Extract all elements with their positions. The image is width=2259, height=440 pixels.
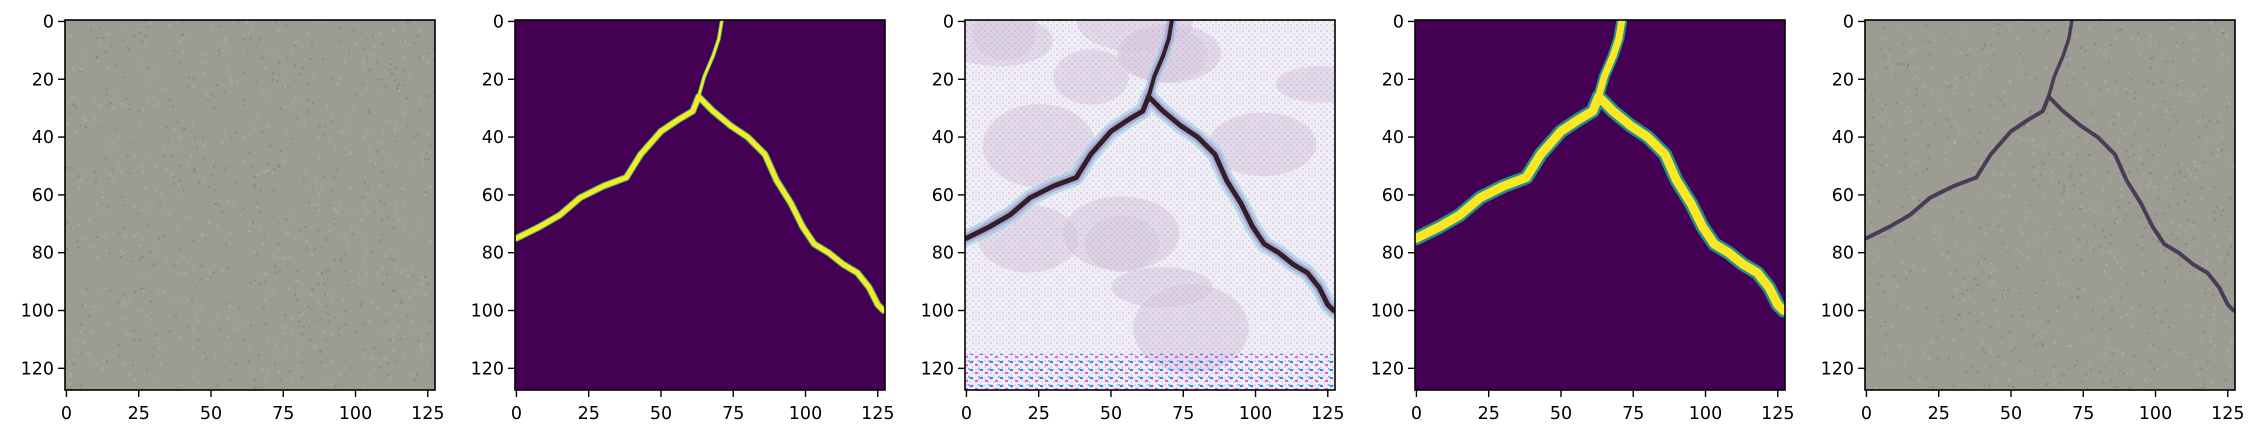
- artifact-band: [965, 354, 1335, 392]
- y-tick-label: 60: [1832, 186, 1854, 206]
- y-tick-label: 0: [43, 12, 54, 32]
- panel-concrete-photo: 0 25 50 75 100 125 0 20 40 60 80 100 120: [21, 12, 445, 424]
- x-tick-label: 125: [2211, 404, 2244, 424]
- y-tick-label: 20: [32, 70, 54, 90]
- x-tick-label: 100: [339, 404, 372, 424]
- panel-feature-map: 0 25 50 75 100 125 0 20 40 60 80 100 120: [921, 0, 1366, 424]
- y-tick-label: 20: [932, 70, 954, 90]
- panel-image: [1415, 20, 1785, 390]
- y-tick-label: 20: [1382, 70, 1404, 90]
- x-tick-label: 25: [128, 404, 150, 424]
- panel-background: [65, 20, 435, 390]
- x-tick-label: 25: [1928, 404, 1950, 424]
- x-tick-label: 75: [722, 404, 744, 424]
- y-tick-label: 120: [1371, 359, 1404, 379]
- y-tick-label: 60: [482, 186, 504, 206]
- y-tick-label: 60: [32, 186, 54, 206]
- y-tick-label: 120: [1821, 359, 1854, 379]
- y-tick-label: 80: [482, 244, 504, 264]
- y-tick-label: 40: [932, 128, 954, 148]
- panel-overlay: 0 25 50 75 100 125 0 20 40 60 80 100 120: [1821, 12, 2245, 424]
- x-tick-label: 50: [1550, 404, 1572, 424]
- x-tick-label: 100: [1689, 404, 1722, 424]
- panel-image: [65, 20, 436, 392]
- x-tick-label: 50: [2000, 404, 2022, 424]
- x-tick-label: 0: [1861, 404, 1872, 424]
- y-tick-label: 120: [471, 359, 504, 379]
- y-tick-label: 100: [921, 302, 954, 322]
- x-tick-label: 0: [1411, 404, 1422, 424]
- panel-predicted-mask: 0 25 50 75 100 125 0 20 40 60 80 100 120: [1371, 12, 1795, 424]
- y-tick-label: 0: [493, 12, 504, 32]
- x-tick-label: 75: [1172, 404, 1194, 424]
- y-tick-label: 80: [32, 244, 54, 264]
- panel-image: [515, 20, 885, 390]
- panels-layer: 0 25 50 75 100 125 0 20 40 60 80 100 120 0 25 50 75 100 12…: [21, 0, 2245, 424]
- panel-image: [945, 0, 1365, 391]
- x-tick-label: 25: [578, 404, 600, 424]
- x-tick-label: 75: [2072, 404, 2094, 424]
- panel-ground-truth-mask: 0 25 50 75 100 125 0 20 40 60 80 100 120: [471, 12, 895, 424]
- y-tick-label: 120: [921, 359, 954, 379]
- y-tick-label: 20: [482, 70, 504, 90]
- y-tick-label: 0: [943, 12, 954, 32]
- x-tick-label: 125: [411, 404, 444, 424]
- y-tick-label: 20: [1832, 70, 1854, 90]
- panel-image: [1865, 20, 2236, 392]
- y-tick-label: 0: [1843, 12, 1854, 32]
- y-tick-label: 80: [1382, 244, 1404, 264]
- x-tick-label: 50: [200, 404, 222, 424]
- x-tick-label: 25: [1028, 404, 1050, 424]
- x-tick-label: 125: [861, 404, 894, 424]
- y-tick-label: 100: [1371, 302, 1404, 322]
- y-tick-label: 0: [1393, 12, 1404, 32]
- y-tick-label: 40: [482, 128, 504, 148]
- y-tick-label: 100: [1821, 302, 1854, 322]
- y-tick-label: 40: [1832, 128, 1854, 148]
- x-tick-label: 125: [1761, 404, 1794, 424]
- x-tick-label: 50: [1100, 404, 1122, 424]
- y-tick-label: 80: [932, 244, 954, 264]
- x-tick-label: 0: [961, 404, 972, 424]
- y-tick-label: 40: [32, 128, 54, 148]
- y-tick-label: 100: [21, 302, 54, 322]
- x-tick-label: 0: [511, 404, 522, 424]
- y-tick-label: 40: [1382, 128, 1404, 148]
- y-tick-label: 60: [1382, 186, 1404, 206]
- x-tick-label: 100: [2139, 404, 2172, 424]
- y-tick-label: 120: [21, 359, 54, 379]
- x-tick-label: 75: [272, 404, 294, 424]
- x-tick-label: 25: [1478, 404, 1500, 424]
- x-tick-label: 0: [61, 404, 72, 424]
- x-tick-label: 100: [789, 404, 822, 424]
- x-tick-label: 50: [650, 404, 672, 424]
- y-tick-label: 60: [932, 186, 954, 206]
- x-tick-label: 75: [1622, 404, 1644, 424]
- y-tick-label: 100: [471, 302, 504, 322]
- y-tick-label: 80: [1832, 244, 1854, 264]
- x-tick-label: 125: [1311, 404, 1344, 424]
- x-tick-label: 100: [1239, 404, 1272, 424]
